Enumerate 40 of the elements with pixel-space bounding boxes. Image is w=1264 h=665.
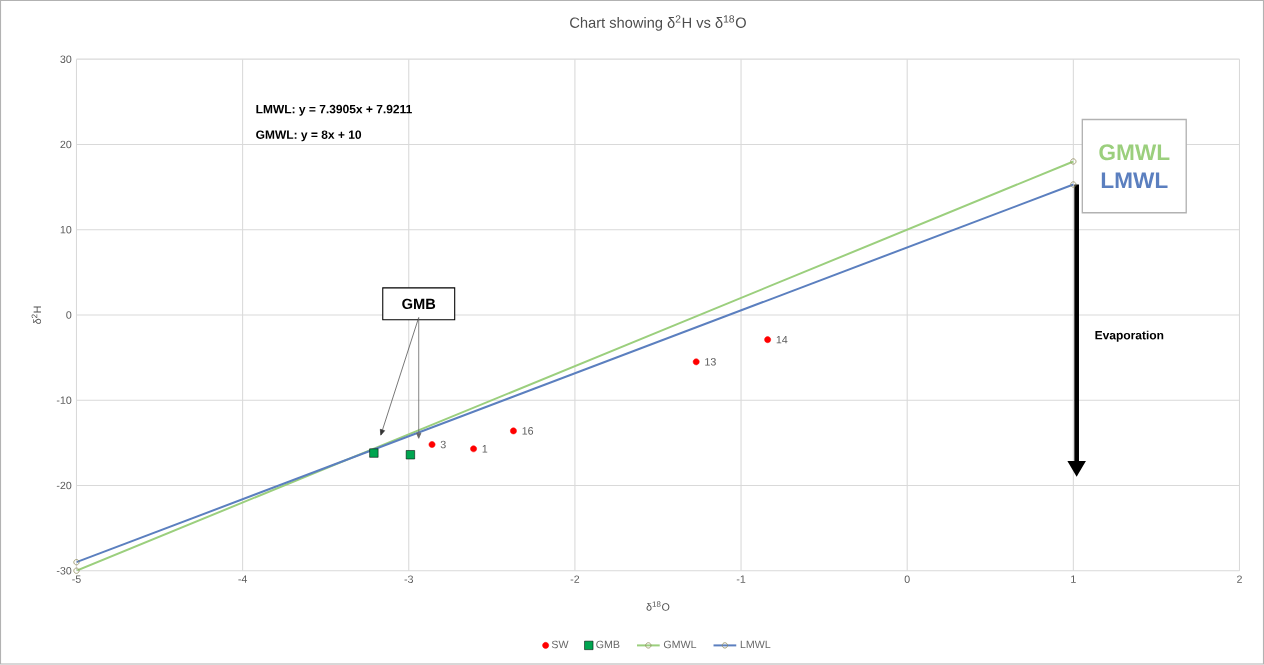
x-axis-title: δ$^{18}$O bbox=[646, 601, 670, 611]
chart-title: Chart showing δ$^{2}$H vs δ$^{18}$O bbox=[570, 15, 746, 32]
x-tick-label: 1 bbox=[1071, 575, 1076, 583]
annotation: 13 bbox=[705, 358, 716, 366]
point bbox=[510, 427, 517, 435]
x-tick-label: 0 bbox=[904, 575, 910, 584]
x-tick-label: 2 bbox=[1237, 575, 1242, 584]
y-tick-label: 10 bbox=[60, 226, 72, 234]
x-tick-label: -4 bbox=[238, 575, 248, 583]
point bbox=[428, 441, 436, 449]
point bbox=[369, 448, 379, 458]
annotation: LMWL: y = 7.3905x + 7.9211 bbox=[256, 105, 412, 116]
y-tick-label: -20 bbox=[56, 481, 72, 490]
annotation: 1 bbox=[482, 445, 488, 453]
legend-label: GMB bbox=[596, 640, 620, 649]
text: GMWL bbox=[1099, 144, 1170, 161]
point bbox=[692, 358, 700, 366]
x-tick-label: -3 bbox=[404, 575, 414, 584]
annotation: 16 bbox=[522, 427, 534, 435]
annotation: GMB bbox=[402, 298, 436, 310]
annotation: Evaporation bbox=[1095, 330, 1164, 343]
legend-label: SW bbox=[551, 640, 569, 649]
y-axis-title: δ$^{2}$H bbox=[31, 306, 42, 325]
x-tick-label: -5 bbox=[72, 575, 81, 584]
y-tick-label: -10 bbox=[56, 396, 72, 405]
y-tick-label: -30 bbox=[56, 567, 72, 575]
annotation: 14 bbox=[776, 336, 788, 344]
y-tick-label: 20 bbox=[60, 140, 72, 149]
text: LMWL bbox=[1101, 172, 1168, 189]
x-tick-label: -2 bbox=[570, 575, 580, 584]
legend-label: GMWL bbox=[663, 640, 697, 649]
point bbox=[470, 445, 477, 453]
y-tick-label: 30 bbox=[60, 55, 72, 64]
point bbox=[405, 450, 415, 460]
annotation: 3 bbox=[440, 441, 446, 449]
annotation: GMWL: y = 8x + 10 bbox=[256, 130, 362, 142]
legend-label: LMWL bbox=[740, 640, 771, 649]
x-tick-label: -1 bbox=[736, 575, 746, 583]
y-tick-label: 0 bbox=[66, 311, 72, 319]
point bbox=[764, 336, 771, 344]
